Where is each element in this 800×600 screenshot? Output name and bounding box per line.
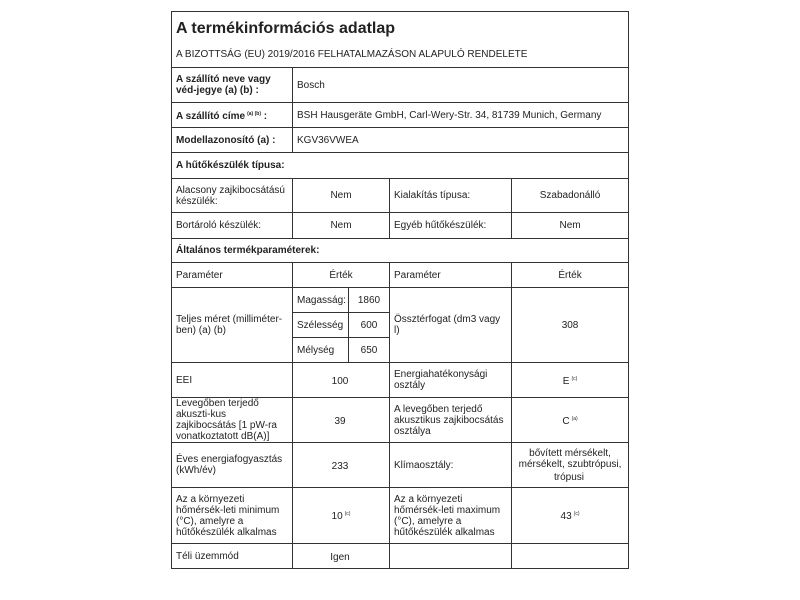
param-value: 10 (c) (292, 487, 390, 544)
param-value: C (a) (510, 397, 630, 443)
depth-value: 650 (348, 337, 390, 363)
address-note: (a) (b) (247, 110, 261, 117)
general-section-heading: Általános termékparaméterek: (170, 238, 630, 263)
param-value: Szabadonálló (510, 178, 630, 213)
width-label: Szélesség (292, 312, 349, 338)
param-value: Nem (292, 178, 390, 213)
param-label: Levegőben terjedő akuszti-kus zajkibocsá… (171, 397, 293, 443)
param-value: Igen (292, 543, 390, 569)
param-label: Bortároló készülék: (171, 212, 293, 239)
header-value: Érték (292, 262, 390, 288)
param-value: 100 (292, 362, 390, 398)
param-label: Egyéb hűtőkészülék: (389, 212, 512, 239)
param-label: Klímaosztály: (389, 442, 512, 488)
address-value: BSH Hausgeräte GmbH, Carl-Wery-Str. 34, … (291, 102, 630, 128)
volume-label: Össztérfogat (dm3 vagy l) (389, 287, 512, 363)
supplier-value: Bosch (291, 67, 630, 103)
param-value: bővített mérsékelt, mérsékelt, szubtrópu… (510, 442, 630, 488)
header-value: Érték (510, 262, 630, 288)
height-label: Magasság: (292, 287, 349, 313)
param-value (510, 543, 630, 569)
param-value: 43 (c) (510, 487, 630, 544)
param-value: Nem (510, 212, 630, 239)
address-colon: : (263, 110, 268, 122)
sheet-title: A termékinformációs adatlap (170, 11, 630, 41)
param-label: Az a környezeti hőmérsék-leti maximum (°… (389, 487, 512, 544)
param-label (389, 543, 512, 569)
param-label: Téli üzemmód (171, 543, 293, 569)
model-label: Modellazonosító (a) : (171, 127, 293, 153)
param-label: Az a környezeti hőmérsék-leti minimum (°… (171, 487, 293, 544)
width-value: 600 (348, 312, 390, 338)
param-value: E (c) (510, 362, 630, 398)
param-label: A levegőben terjedő akusztikus zajkibocs… (389, 397, 512, 443)
height-value: 1860 (348, 287, 390, 313)
volume-value: 308 (510, 287, 630, 363)
product-info-sheet: A termékinformációs adatlap A BIZOTTSÁG … (170, 11, 630, 569)
param-value: 39 (292, 397, 390, 443)
param-label: Kialakítás típusa: (389, 178, 512, 213)
param-label: Éves energiafogyasztás (kWh/év) (171, 442, 293, 488)
model-value: KGV36VWEA (291, 127, 630, 153)
regulation-subtitle: A BIZOTTSÁG (EU) 2019/2016 FELHATALMAZÁS… (170, 41, 630, 68)
param-label: EEI (171, 362, 293, 398)
header-param: Paraméter (389, 262, 512, 288)
address-label-text: A szállító címe (176, 110, 246, 122)
param-label: Alacsony zajkibocsátású készülék: (171, 178, 293, 213)
address-label: A szállító címe (a) (b) : (171, 102, 293, 128)
depth-label: Mélység (292, 337, 349, 363)
param-label: Energiahatékonysági osztály (389, 362, 512, 398)
dimensions-label: Teljes méret (milliméter-ben) (a) (b) (171, 287, 293, 363)
param-value: 233 (292, 442, 390, 488)
type-section-heading: A hűtőkészülék típusa: (170, 152, 630, 179)
supplier-label: A szállító neve vagy véd-jegye (a) (b) : (171, 67, 293, 103)
param-value: Nem (292, 212, 390, 239)
header-param: Paraméter (171, 262, 293, 288)
